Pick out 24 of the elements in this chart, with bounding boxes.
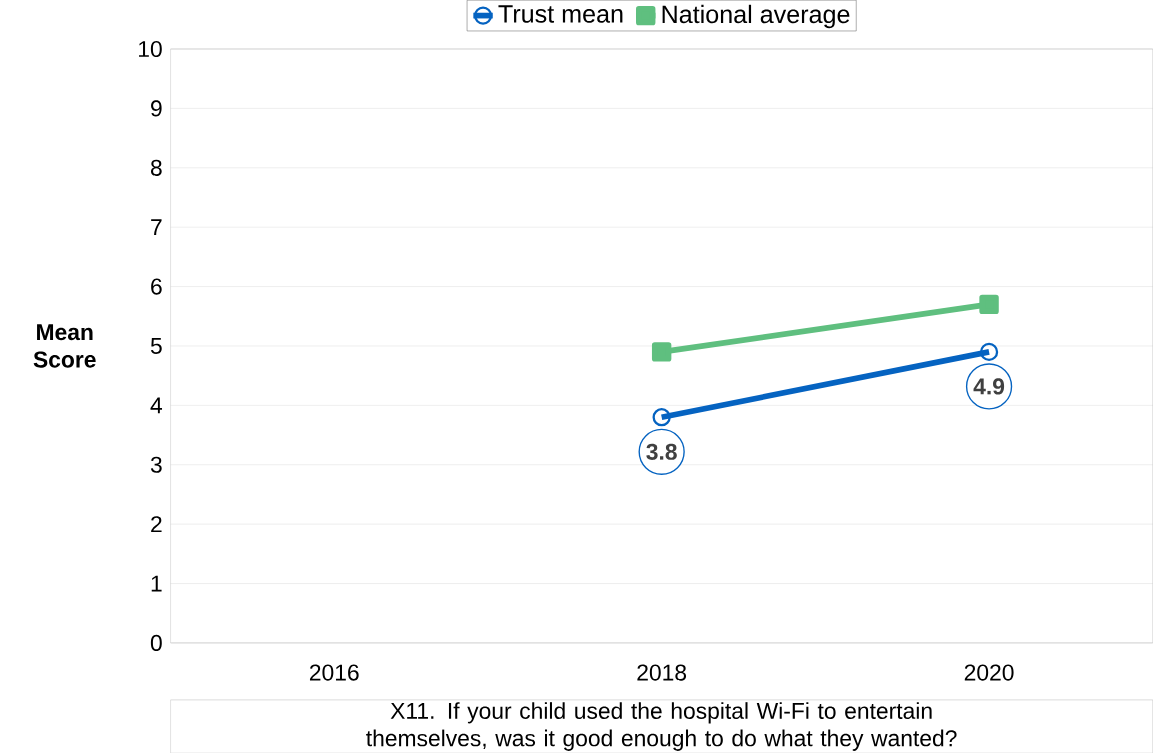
legend-label: National average	[662, 4, 850, 28]
point	[651, 341, 672, 362]
y-tick-label: 1	[151, 575, 162, 592]
legend-label: Trust mean	[498, 5, 623, 23]
x-tick-label: 2018	[637, 664, 687, 681]
y-tick-label: 6	[151, 278, 162, 295]
x-tick-label: 2020	[964, 664, 1014, 681]
y-tick-label: 5	[150, 337, 162, 354]
point	[652, 407, 671, 427]
y-tick-label: 8	[150, 159, 162, 176]
y-axis-title: Mean Score	[33, 324, 96, 368]
x-axis-title: X11. If your child used the hospital Wi-Fi to entertain themselves, was it good enough to do what they wanted?	[366, 701, 957, 751]
y-tick-label: 0	[150, 634, 162, 651]
x-tick-label: 2016	[309, 664, 359, 681]
point	[979, 342, 999, 361]
data-label: 3.8	[646, 443, 677, 460]
y-tick-label: 10	[139, 40, 162, 57]
data-label: 4.9	[973, 378, 1005, 395]
y-tick-label: 3	[150, 456, 162, 473]
y-tick-label: 7	[151, 219, 162, 235]
y-tick-label: 2	[151, 515, 162, 532]
point	[979, 294, 999, 314]
y-tick-label: 4	[150, 397, 163, 414]
y-tick-label: 9	[151, 100, 162, 117]
